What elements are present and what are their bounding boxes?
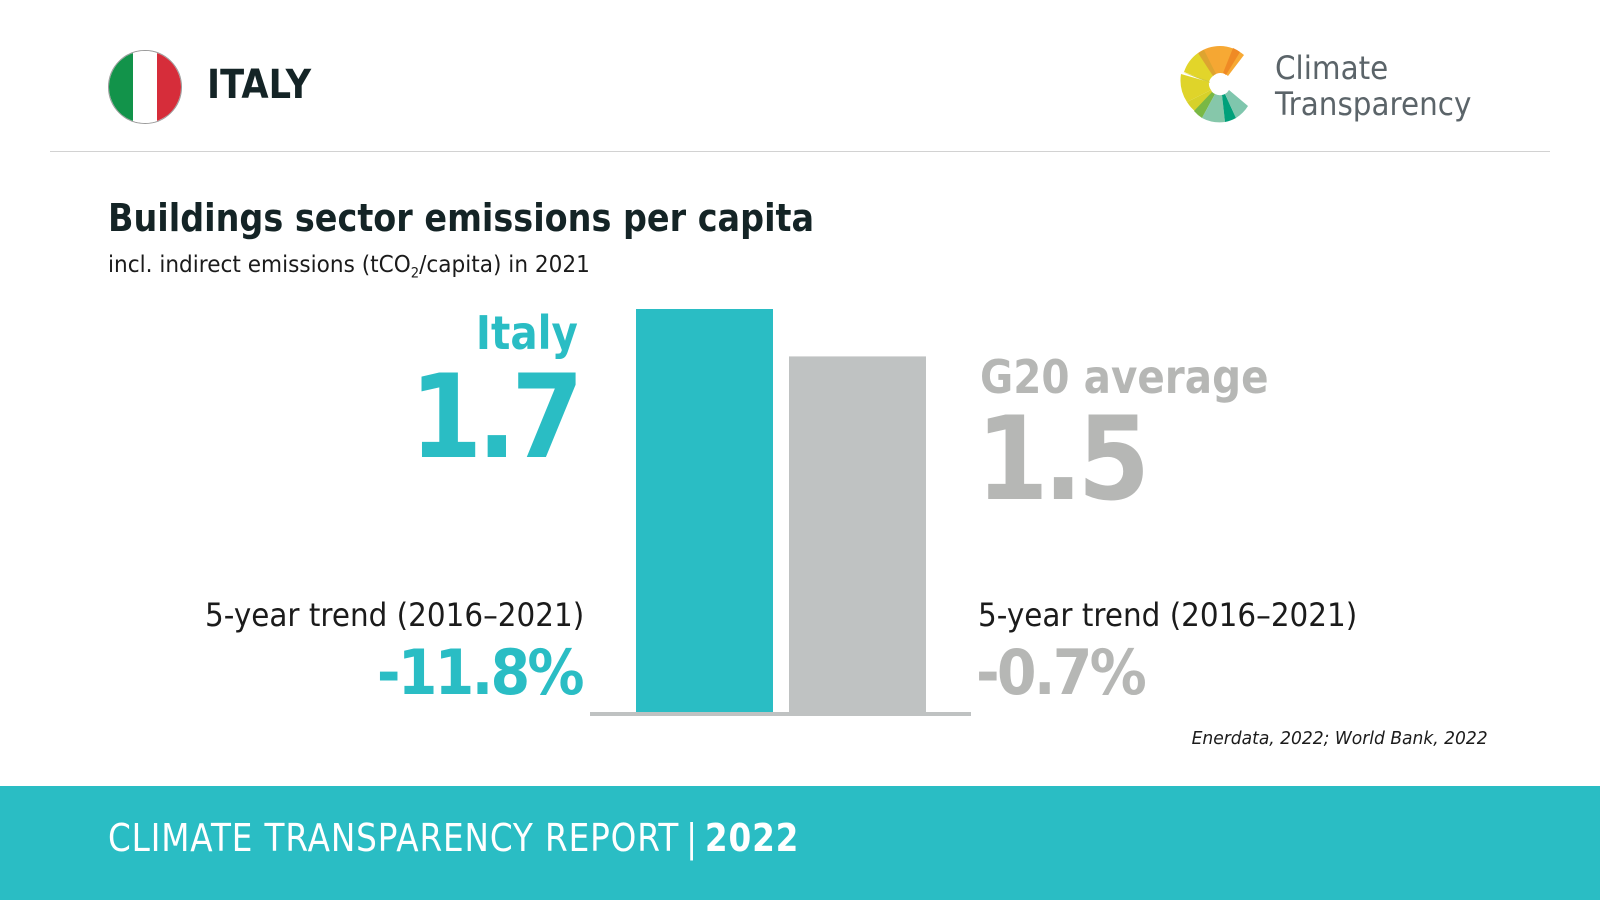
country-name: ITALY <box>207 62 312 108</box>
g20-value-label: 1.5 <box>976 392 1150 527</box>
header-divider <box>50 151 1550 152</box>
climate-transparency-logo-icon <box>1180 45 1248 123</box>
bar-italy <box>636 309 773 712</box>
subtitle-prefix: incl. indirect emissions (tCO <box>108 252 411 278</box>
g20-trend-value: -0.7% <box>976 636 1147 709</box>
logo-segment <box>1182 72 1210 83</box>
logo-segment <box>1180 74 1211 102</box>
chart-title: Buildings sector emissions per capita <box>108 196 815 240</box>
logo-text-line1: Climate <box>1275 49 1389 87</box>
report-year: 2022 <box>704 816 800 860</box>
footer-separator: | <box>686 816 699 860</box>
logo-segment <box>1187 90 1213 112</box>
logo-segments <box>1180 45 1248 123</box>
italy-trend-label: 5-year trend (2016–2021) <box>204 596 584 634</box>
footer-text: CLIMATE TRANSPARENCY REPORT | 2022 <box>108 816 799 860</box>
logo-segment <box>1194 92 1215 118</box>
logo-segment <box>1225 90 1248 118</box>
italy-value-label: 1.7 <box>409 350 583 485</box>
italy-trend-value: -11.8% <box>376 636 585 709</box>
climate-transparency-logo-text: Climate Transparency <box>1275 50 1488 122</box>
logo-segment <box>1196 50 1216 76</box>
footer-banner: CLIMATE TRANSPARENCY REPORT | 2022 <box>0 786 1600 900</box>
source-note: Enerdata, 2022; World Bank, 2022 <box>1191 728 1488 749</box>
logo-segment <box>1184 53 1213 82</box>
g20-label: G20 average <box>980 350 1269 404</box>
logo-text-line2: Transparency <box>1275 85 1472 123</box>
logo-segment <box>1223 48 1240 75</box>
flag-stripe-white <box>133 51 157 123</box>
subtitle-subscript: 2 <box>410 265 420 282</box>
chart-baseline <box>590 712 971 716</box>
bar-g20-average <box>789 356 926 712</box>
g20-trend-label: 5-year trend (2016–2021) <box>978 596 1358 634</box>
logo-segment <box>1202 94 1225 123</box>
chart-subtitle: incl. indirect emissions (tCO2/capita) i… <box>108 252 590 282</box>
italy-label: Italy <box>476 306 578 360</box>
subtitle-suffix: /capita) in 2021 <box>419 252 590 278</box>
logo-segment <box>1222 94 1236 122</box>
report-name: CLIMATE TRANSPARENCY REPORT <box>108 816 680 860</box>
